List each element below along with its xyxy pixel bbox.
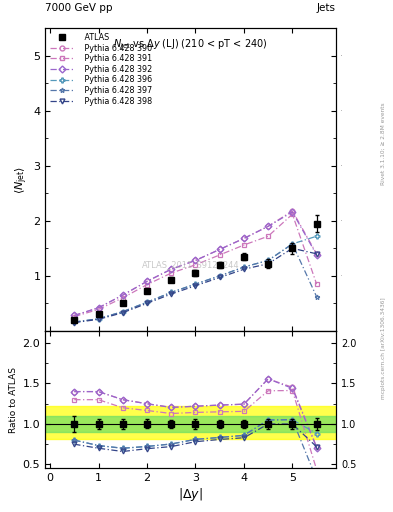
Legend:    ATLAS,    Pythia 6.428 390,    Pythia 6.428 391,    Pythia 6.428 392,    Pyth: ATLAS, Pythia 6.428 390, Pythia 6.428 39… (48, 31, 154, 108)
Text: 7000 GeV pp: 7000 GeV pp (45, 3, 113, 13)
Bar (45, 406, 336, 439)
Y-axis label: Ratio to ATLAS: Ratio to ATLAS (9, 367, 18, 433)
Text: mcplots.cern.ch [arXiv:1306.3436]: mcplots.cern.ch [arXiv:1306.3436] (381, 297, 386, 399)
Text: ATLAS_2011_S9126244: ATLAS_2011_S9126244 (142, 260, 239, 269)
Text: $N_\mathrm{jet}$ vs $\Delta y$ (LJ) (210 < pT < 240): $N_\mathrm{jet}$ vs $\Delta y$ (LJ) (210… (113, 37, 268, 52)
Text: Rivet 3.1.10; ≥ 2.8M events: Rivet 3.1.10; ≥ 2.8M events (381, 102, 386, 185)
Bar (45, 416, 336, 432)
Y-axis label: $\langle N_\mathrm{jet}\rangle$: $\langle N_\mathrm{jet}\rangle$ (14, 165, 30, 194)
X-axis label: $|\Delta y|$: $|\Delta y|$ (178, 486, 203, 503)
Text: Jets: Jets (317, 3, 336, 13)
